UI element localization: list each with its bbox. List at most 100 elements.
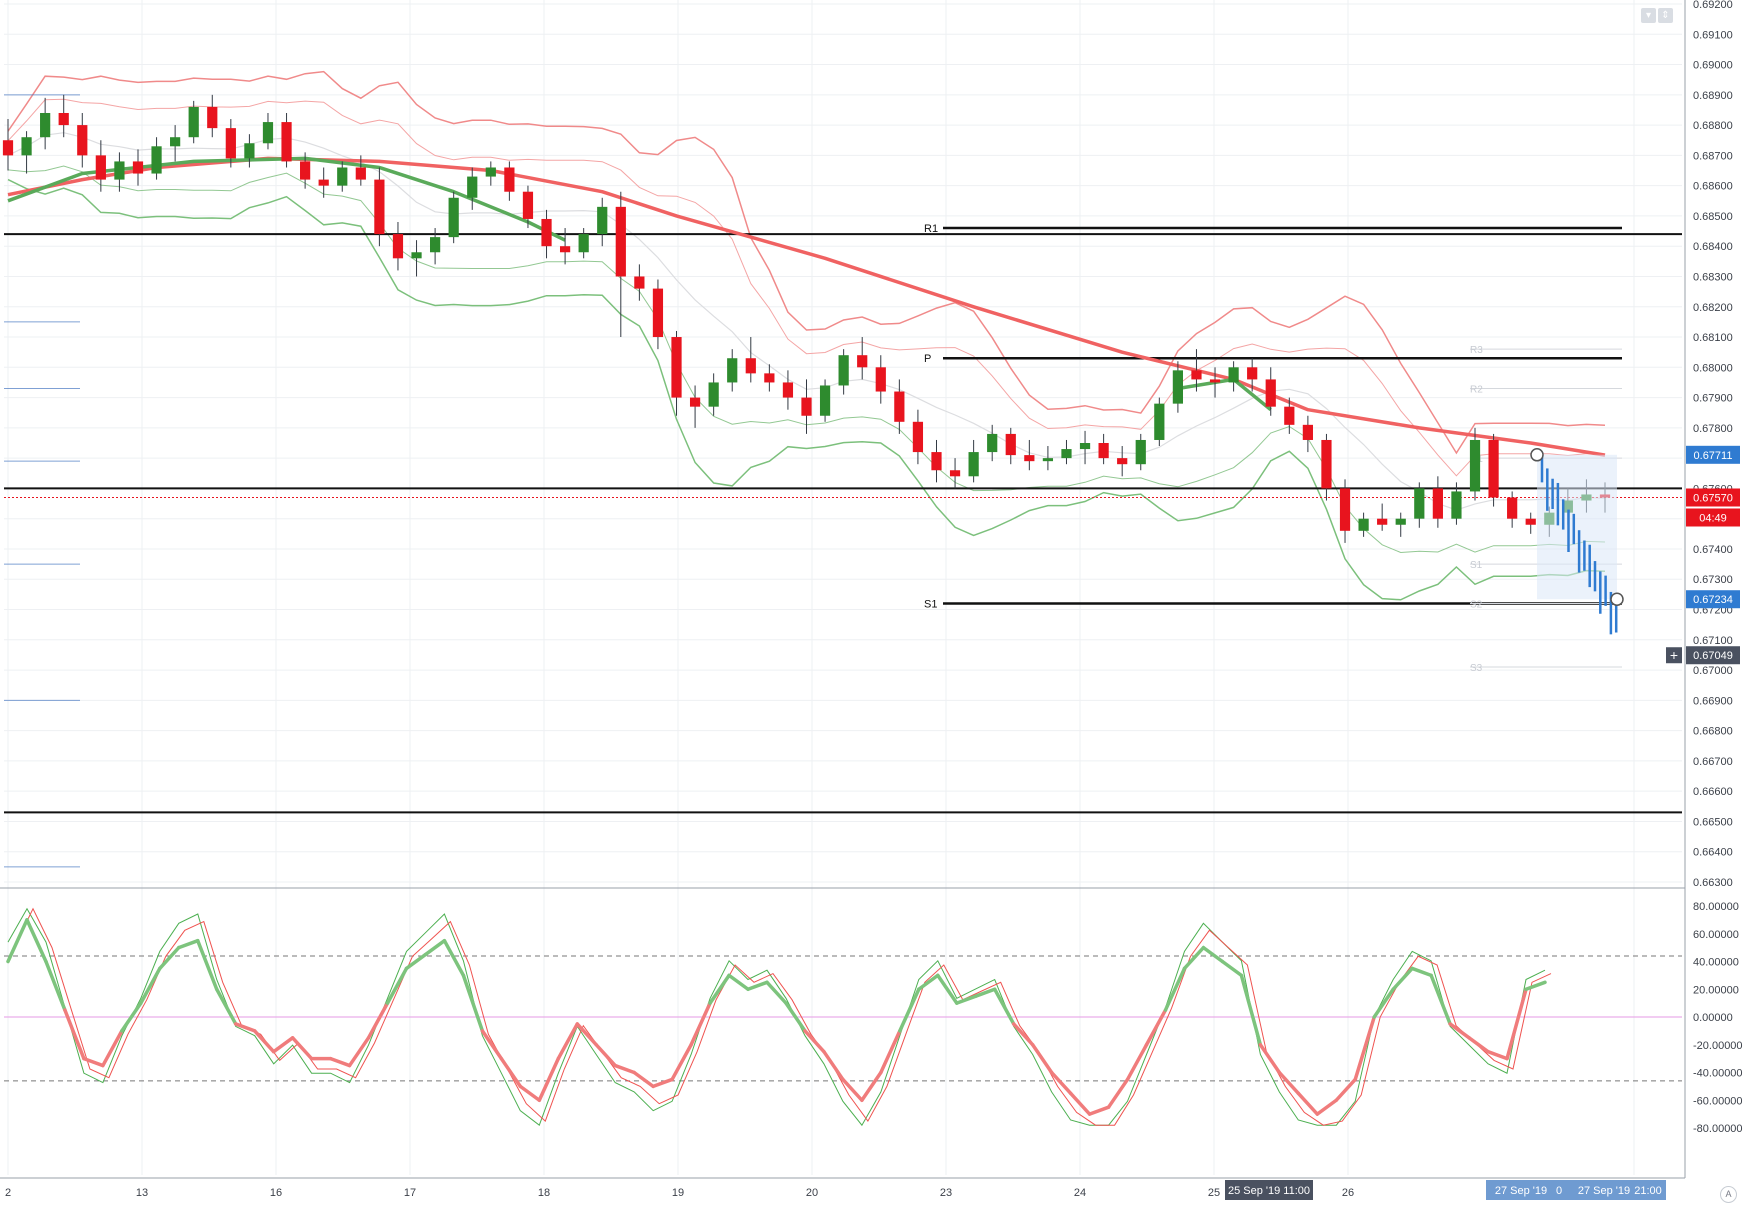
pivot-label: S1 (924, 598, 937, 610)
pivot-levels: R1PS1R3R2R1S1S2S3 (924, 223, 1622, 674)
osc-slow-segment (1277, 1070, 1301, 1096)
right-time-text-3: 27 Sep '19 (1578, 1185, 1630, 1197)
osc-slow-segment (1087, 1105, 1111, 1116)
candle (1042, 446, 1054, 471)
collapse-down-icon[interactable]: ▾ (1641, 8, 1656, 23)
osc-slow-segment (82, 1056, 105, 1068)
candle-body (337, 167, 348, 186)
candle (411, 240, 422, 277)
candle-body (1451, 491, 1462, 519)
candle-body (1488, 439, 1499, 498)
candle (1005, 427, 1016, 465)
candle (968, 439, 979, 483)
candle (578, 228, 589, 259)
candle (467, 167, 478, 210)
candle (170, 125, 181, 162)
candle (485, 161, 496, 186)
candle-body (1024, 455, 1035, 462)
candle-body (77, 125, 88, 156)
osc-slow-segment (404, 952, 428, 971)
candle (132, 149, 144, 186)
candle (188, 100, 199, 144)
candle-body (411, 252, 422, 259)
candle (857, 337, 868, 380)
collapse-up-icon[interactable]: ⇕ (1658, 8, 1673, 23)
horizontal-levels (4, 94, 1682, 868)
candle (1302, 415, 1313, 453)
candle-body (448, 197, 459, 238)
crosshair-time-text: 25 Sep '19 11:00 (1228, 1185, 1310, 1197)
osc-tick-label: -40.00000 (1693, 1068, 1743, 1080)
candle-body (1172, 370, 1184, 404)
oscillator-panel (4, 907, 1682, 1127)
time-tick-label: 26 (1342, 1187, 1354, 1199)
candle (337, 161, 348, 192)
osc-slow-segment (689, 1001, 712, 1047)
candle (318, 167, 329, 198)
osc-slow-segment (1258, 1043, 1282, 1075)
pivot-label: R1 (924, 223, 938, 235)
osc-slow-segment (973, 987, 997, 998)
osc-slow-segment (1239, 973, 1263, 1047)
projection-end-marker (1610, 592, 1624, 606)
osc-slow-segment (632, 1070, 655, 1089)
candle-body (1154, 403, 1165, 440)
candlesticks (2, 94, 1611, 543)
osc-slow-segment (1049, 1070, 1073, 1096)
crosshair-price-label-box (1686, 646, 1740, 665)
osc-slow-segment (1391, 966, 1414, 991)
candle-body (764, 373, 775, 383)
osc-slow-segment (271, 1036, 295, 1054)
upper-band-outer (7, 70, 1606, 455)
price-tick-label: 0.66700 (1693, 756, 1733, 768)
candle (522, 185, 534, 229)
osc-slow-segment (233, 1022, 257, 1033)
candle-body (987, 433, 998, 453)
price-tick-label: 0.67000 (1693, 665, 1733, 677)
candle-body (114, 161, 125, 180)
osc-slow-segment (803, 1029, 826, 1054)
osc-slow-segment (765, 980, 788, 1005)
osc-slow-segment (44, 959, 67, 1012)
candle-body (95, 155, 106, 180)
candle (355, 155, 366, 186)
osc-slow-segment (139, 966, 162, 1005)
candle (949, 458, 961, 489)
osc-slow-segment (670, 1043, 693, 1082)
candle-body (58, 112, 69, 126)
right-time-text-2: 0 (1556, 1185, 1562, 1197)
middle-band (7, 132, 1606, 511)
price-tick-label: 0.66500 (1693, 816, 1733, 828)
candle-body (1005, 433, 1016, 456)
candle-body (1061, 449, 1072, 459)
upper-marker-label: 0.67711 (1686, 445, 1740, 464)
candle-body (170, 137, 181, 147)
candle (244, 134, 255, 168)
candle-body (931, 452, 942, 471)
osc-slow-segment (6, 918, 29, 964)
price-tick-label: 0.67300 (1693, 574, 1733, 586)
osc-slow-segment (120, 1001, 143, 1033)
candle (114, 152, 125, 192)
candle-body (225, 128, 236, 159)
price-tick-label: 0.68700 (1693, 150, 1733, 162)
time-tick-label: 25 (1208, 1187, 1220, 1199)
osc-slow-segment (1201, 945, 1225, 964)
candle-body (708, 382, 719, 407)
candle-body (782, 382, 794, 398)
price-tick-label: 0.67800 (1693, 423, 1733, 435)
osc-slow-segment (423, 938, 447, 957)
candle-body (429, 237, 441, 253)
candle (40, 97, 51, 150)
candle-body (1339, 488, 1351, 531)
auto-scale-icon[interactable]: A (1720, 1186, 1737, 1203)
candle (987, 424, 998, 462)
osc-slow-segment (1486, 1049, 1509, 1061)
candle (1154, 397, 1165, 447)
candle (1377, 503, 1388, 531)
faint-pivot-label: S2 (1470, 599, 1483, 610)
osc-slow-segment (25, 918, 48, 964)
osc-slow-segment (1524, 980, 1547, 991)
